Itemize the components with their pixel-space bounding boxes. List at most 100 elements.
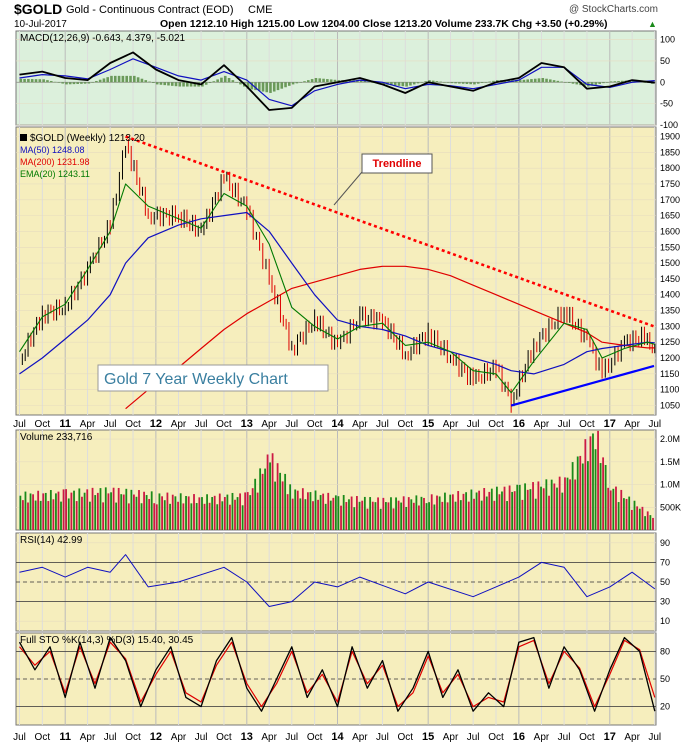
volume-bar xyxy=(569,479,571,530)
price-legend-0: $GOLD (Weekly) 1213.20 xyxy=(30,133,145,144)
macd-histogram-bar xyxy=(348,80,352,83)
macd-histogram-bar xyxy=(602,82,605,84)
macd-histogram-bar xyxy=(212,81,216,83)
macd-histogram-bar xyxy=(465,82,469,84)
macd-tick-label: 0 xyxy=(660,77,665,87)
macd-histogram-bar xyxy=(405,82,408,87)
macd-histogram-bar xyxy=(431,80,435,83)
volume-bar xyxy=(329,500,332,530)
volume-bar xyxy=(485,496,488,530)
volume-bar xyxy=(174,496,177,530)
macd-histogram-bar xyxy=(397,82,401,86)
volume-bar xyxy=(418,505,420,530)
chart-name: Gold - Continuous Contract (EOD) xyxy=(66,4,234,16)
macd-histogram-bar xyxy=(178,82,182,87)
volume-bar xyxy=(561,492,564,530)
volume-bar xyxy=(579,455,582,530)
volume-bar xyxy=(488,491,491,530)
volume-bar xyxy=(584,439,587,530)
x-axis-label: 17 xyxy=(604,731,616,743)
x-axis-bg xyxy=(16,416,656,430)
macd-histogram-bar xyxy=(257,82,261,91)
macd-histogram-bar xyxy=(533,78,537,83)
volume-bar xyxy=(436,495,438,530)
volume-bar xyxy=(410,499,413,530)
macd-tick-label: -50 xyxy=(660,99,673,109)
macd-histogram-bar xyxy=(575,82,579,85)
volume-bar xyxy=(457,491,460,530)
x-axis-bottom: Jul Oct 11 Apr Jul Oct 12 Apr Jul Oct 13 Apr Jul Oct 1… xyxy=(13,729,661,743)
volume-bar xyxy=(289,484,292,530)
x-axis-label: 15 xyxy=(422,731,434,743)
macd-histogram-bar xyxy=(193,82,197,87)
volume-bar xyxy=(52,499,55,530)
rsi-tick-label: 70 xyxy=(660,557,670,567)
x-axis-label: Apr xyxy=(261,419,277,430)
macd-histogram-bar xyxy=(140,78,144,83)
sto-k-line xyxy=(18,636,656,712)
x-axis-bg xyxy=(16,729,656,743)
macd-histogram-bar xyxy=(526,79,529,83)
volume-bar xyxy=(405,506,408,530)
x-axis-label: Apr xyxy=(534,732,550,743)
volume-bar xyxy=(550,479,553,530)
macd-histogram-bar xyxy=(541,78,545,83)
volume-bar xyxy=(261,473,264,530)
volume-bar xyxy=(363,496,366,530)
volume-bar xyxy=(548,495,550,530)
rsi-panel: 90 70 50 30 10 RSI(14) 42.99 xyxy=(15,532,670,632)
macd-histogram-bar xyxy=(182,82,185,87)
volume-bar xyxy=(169,503,171,530)
volume-bar xyxy=(47,501,50,530)
x-axis-label: Apr xyxy=(443,419,459,430)
macd-histogram-bar xyxy=(34,79,38,83)
volume-bar xyxy=(135,496,138,530)
volume-bar xyxy=(271,453,274,530)
x-axis-label: Jul xyxy=(195,732,208,743)
volume-bar xyxy=(195,503,198,530)
macd-histogram-bar xyxy=(239,82,242,85)
macd-histogram-bar xyxy=(590,82,594,86)
price-title: Gold 7 Year Weekly Chart xyxy=(97,364,329,392)
x-axis-label: 14 xyxy=(331,418,344,430)
volume-bar xyxy=(420,496,423,530)
macd-histogram-bar xyxy=(439,81,442,83)
volume-bar xyxy=(518,484,521,530)
chart-date: 10-Jul-2017 xyxy=(14,19,67,30)
volume-legend: Volume 233,716 xyxy=(20,432,93,443)
macd-histogram-bar xyxy=(390,82,393,86)
volume-tick-label: 2.0M xyxy=(660,434,680,444)
volume-bar xyxy=(602,457,605,530)
macd-histogram-bar xyxy=(567,82,571,83)
volume-bar xyxy=(60,501,62,530)
volume-bar xyxy=(564,477,566,530)
macd-histogram-bar xyxy=(571,82,575,84)
macd-histogram-bar xyxy=(643,82,647,83)
macd-histogram-bar xyxy=(136,77,140,83)
volume-bar xyxy=(269,462,271,530)
volume-bar xyxy=(102,502,105,530)
annotation-label: Trendline xyxy=(373,158,422,170)
x-axis-label: Oct xyxy=(216,732,232,743)
macd-histogram-bar xyxy=(129,75,132,83)
volume-bar xyxy=(117,487,120,530)
uptrend-line xyxy=(510,364,655,407)
volume-bar xyxy=(143,491,145,530)
volume-bar xyxy=(623,498,625,530)
volume-bar xyxy=(244,492,247,530)
macd-histogram-bar xyxy=(288,82,291,86)
volume-bar xyxy=(628,496,631,530)
volume-bar xyxy=(266,454,269,530)
volume-bar xyxy=(153,503,156,530)
price-legend-1: MA(50) 1248.08 xyxy=(20,145,85,155)
macd-histogram-bar xyxy=(204,82,208,85)
volume-bar xyxy=(526,489,529,530)
volume-tick-label: 1.0M xyxy=(660,480,680,490)
volume-bar xyxy=(44,492,47,530)
price-legend-2: MA(200) 1231.98 xyxy=(20,157,90,167)
volume-bar xyxy=(384,502,387,530)
x-axis-label: Jul xyxy=(467,419,480,430)
x-axis-label: Jul xyxy=(648,419,661,430)
macd-histogram-bar xyxy=(148,81,151,83)
volume-bar xyxy=(324,503,327,530)
